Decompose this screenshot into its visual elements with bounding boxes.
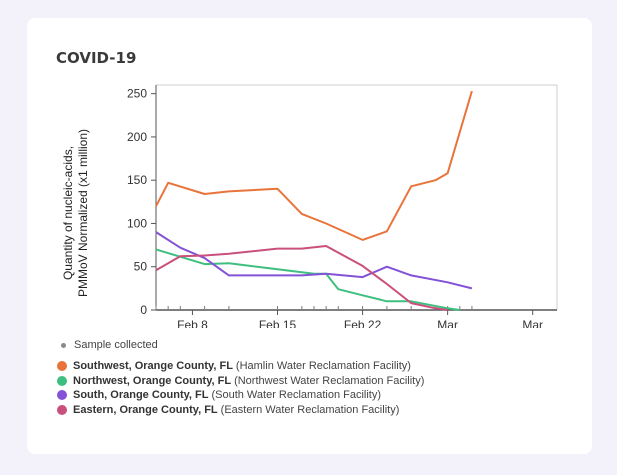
legend-swatch-icon <box>57 404 67 415</box>
legend-swatch-icon <box>57 375 67 386</box>
legend-series-name: Southwest, Orange County, FL <box>73 360 233 373</box>
y-tick-label: 50 <box>134 260 148 274</box>
y-axis-label-line-2: PMMoV Normalized (x1 million) <box>76 129 90 297</box>
y-tick-label: 150 <box>127 173 147 187</box>
y-tick-label: 0 <box>140 303 147 317</box>
legend-item[interactable]: Eastern, Orange County, FL (Eastern Wate… <box>57 403 424 418</box>
legend-facility: (Eastern Water Reclamation Facility) <box>220 403 400 416</box>
legend-item[interactable]: Southwest, Orange County, FL (Hamlin Wat… <box>57 359 424 374</box>
legend-series-name: Eastern, Orange County, FL <box>73 403 218 416</box>
chart-axes: 0 50 100 150 200 250 Feb 8 Feb 15 Feb 22 Mar Mar <box>127 84 558 328</box>
legend-facility: (Northwest Water Reclamation Facility) <box>234 374 425 387</box>
legend-swatch-icon <box>57 390 67 401</box>
series-line-0 <box>155 90 473 241</box>
x-tick-label: Feb 15 <box>259 318 297 328</box>
sample-collected-label: Sample collected <box>74 339 158 351</box>
legend-item[interactable]: Northwest, Orange County, FL (Northwest … <box>57 374 424 389</box>
y-tick-label: 100 <box>127 216 147 230</box>
chart-card: COVID-19 0 50 100 150 200 250 Feb 8 Feb 15 Feb 2… <box>27 18 592 454</box>
y-tick-label: 250 <box>127 87 147 101</box>
chart-legend: Southwest, Orange County, FL (Hamlin Wat… <box>57 359 424 417</box>
series-line-3 <box>155 245 448 311</box>
x-tick-label: Feb 22 <box>344 318 382 328</box>
y-axis-label-line-1: Quantity of nucleic-acids, <box>61 146 75 280</box>
x-tick-label: Feb 8 <box>177 318 208 328</box>
legend-facility: (Hamlin Water Reclamation Facility) <box>235 360 411 373</box>
legend-series-name: South, Orange County, FL <box>73 389 209 402</box>
y-tick-label: 200 <box>127 130 147 144</box>
x-tick-label: Mar <box>437 318 458 328</box>
chart-title: COVID-19 <box>56 49 137 67</box>
series-line-2 <box>155 231 473 290</box>
sample-collected-note: Sample collected <box>61 339 158 351</box>
sample-dot-icon <box>61 342 66 348</box>
x-tick-label: Mar <box>522 318 543 328</box>
chart-lines <box>155 90 473 311</box>
legend-swatch-icon <box>57 361 67 372</box>
legend-item[interactable]: South, Orange County, FL (South Water Re… <box>57 388 424 403</box>
line-chart: 0 50 100 150 200 250 Feb 8 Feb 15 Feb 22 Mar Mar Q… <box>61 84 558 328</box>
series-line-1 <box>155 248 460 311</box>
legend-facility: (South Water Reclamation Facility) <box>211 389 382 402</box>
legend-series-name: Northwest, Orange County, FL <box>73 374 232 387</box>
